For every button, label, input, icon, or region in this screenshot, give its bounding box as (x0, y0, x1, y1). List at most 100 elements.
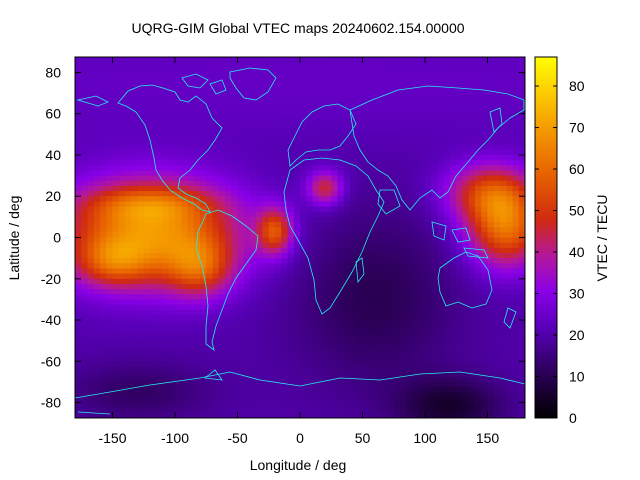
heatmap-cell (231, 268, 239, 275)
heatmap-cell (381, 98, 389, 105)
heatmap-cell (293, 62, 301, 68)
heatmap-cell (431, 356, 439, 362)
heatmap-cell (125, 350, 132, 357)
heatmap-cell (456, 320, 464, 326)
heatmap-cell (418, 237, 426, 244)
heatmap-cell (262, 340, 270, 347)
heatmap-cell (331, 356, 339, 362)
heatmap-cell (425, 154, 432, 161)
heatmap-cell (106, 366, 114, 373)
heatmap-cell (162, 139, 170, 146)
heatmap-cell (337, 170, 345, 177)
heatmap-cell (300, 93, 307, 99)
heatmap-cell (443, 62, 451, 68)
heatmap-cell (350, 387, 357, 393)
heatmap-cell (293, 124, 301, 130)
heatmap-cell (212, 113, 220, 120)
heatmap-cell (393, 154, 401, 161)
heatmap-cell (493, 154, 501, 161)
heatmap-cell (425, 134, 432, 141)
heatmap-cell (318, 247, 326, 254)
heatmap-cell (518, 366, 525, 373)
heatmap-cell (500, 113, 507, 120)
heatmap-cell (506, 350, 514, 357)
heatmap-cell (468, 113, 476, 120)
heatmap-cell (168, 175, 176, 182)
heatmap-cell (93, 77, 101, 84)
heatmap-cell (331, 67, 339, 74)
heatmap-cell (462, 227, 470, 233)
heatmap-cell (225, 149, 232, 156)
heatmap-cell (318, 144, 326, 151)
heatmap-cell (193, 283, 201, 290)
heatmap-cell (118, 124, 126, 130)
heatmap-cell (287, 191, 295, 197)
heatmap-cell (450, 397, 457, 404)
heatmap-cell (518, 154, 525, 161)
heatmap-cell (350, 397, 357, 404)
heatmap-cell (487, 381, 495, 388)
heatmap-cell (331, 350, 339, 357)
heatmap-cell (268, 87, 276, 94)
heatmap-cell (418, 320, 426, 326)
heatmap-cell (293, 345, 301, 352)
heatmap-cell (500, 134, 507, 141)
heatmap-cell (225, 98, 232, 105)
heatmap-cell (81, 397, 89, 404)
heatmap-cell (387, 356, 395, 362)
heatmap-cell (187, 129, 195, 135)
heatmap-cell (518, 289, 525, 295)
heatmap-cell (393, 309, 401, 316)
heatmap-cell (87, 402, 95, 409)
heatmap-cell (87, 129, 95, 135)
heatmap-cell (162, 67, 170, 74)
heatmap-cell (181, 175, 189, 182)
heatmap-cell (418, 129, 426, 135)
heatmap-cell (518, 335, 525, 342)
heatmap-cell (193, 268, 201, 275)
heatmap-cell (262, 160, 270, 166)
heatmap-cell (450, 67, 457, 74)
heatmap-cell (75, 134, 82, 141)
heatmap-cell (131, 387, 139, 393)
heatmap-cell (475, 309, 482, 316)
heatmap-cell (300, 62, 307, 68)
heatmap-cell (100, 263, 107, 270)
heatmap-cell (325, 201, 332, 208)
heatmap-cell (168, 407, 176, 414)
heatmap-cell (487, 376, 495, 383)
heatmap-cell (206, 185, 214, 192)
heatmap-cell (512, 407, 520, 414)
heatmap-cell (350, 340, 357, 347)
heatmap-cell (393, 407, 401, 414)
heatmap-cell (450, 180, 457, 187)
heatmap-cell (293, 82, 301, 89)
heatmap-cell (268, 299, 276, 306)
heatmap-cell (143, 356, 151, 362)
heatmap-cell (468, 196, 476, 202)
heatmap-cell (331, 366, 339, 373)
heatmap-cell (375, 340, 382, 347)
heatmap-cell (162, 57, 170, 63)
heatmap-cell (500, 350, 507, 357)
heatmap-cell (100, 309, 107, 316)
heatmap-cell (137, 124, 145, 130)
heatmap-cell (281, 118, 289, 125)
heatmap-cell (425, 67, 432, 74)
heatmap-cell (275, 108, 282, 115)
heatmap-cell (243, 237, 251, 244)
heatmap-cell (493, 98, 501, 105)
heatmap-cell (200, 72, 207, 79)
heatmap-cell (487, 77, 495, 84)
heatmap-cell (518, 216, 525, 223)
heatmap-cell (450, 134, 457, 141)
heatmap-cell (212, 247, 220, 254)
heatmap-cell (368, 340, 376, 347)
heatmap-cell (475, 381, 482, 388)
heatmap-cell (381, 134, 389, 141)
heatmap-cell (431, 263, 439, 270)
heatmap-cell (168, 392, 176, 398)
heatmap-cell (150, 222, 157, 228)
heatmap-cell (187, 103, 195, 110)
heatmap-cell (325, 387, 332, 393)
